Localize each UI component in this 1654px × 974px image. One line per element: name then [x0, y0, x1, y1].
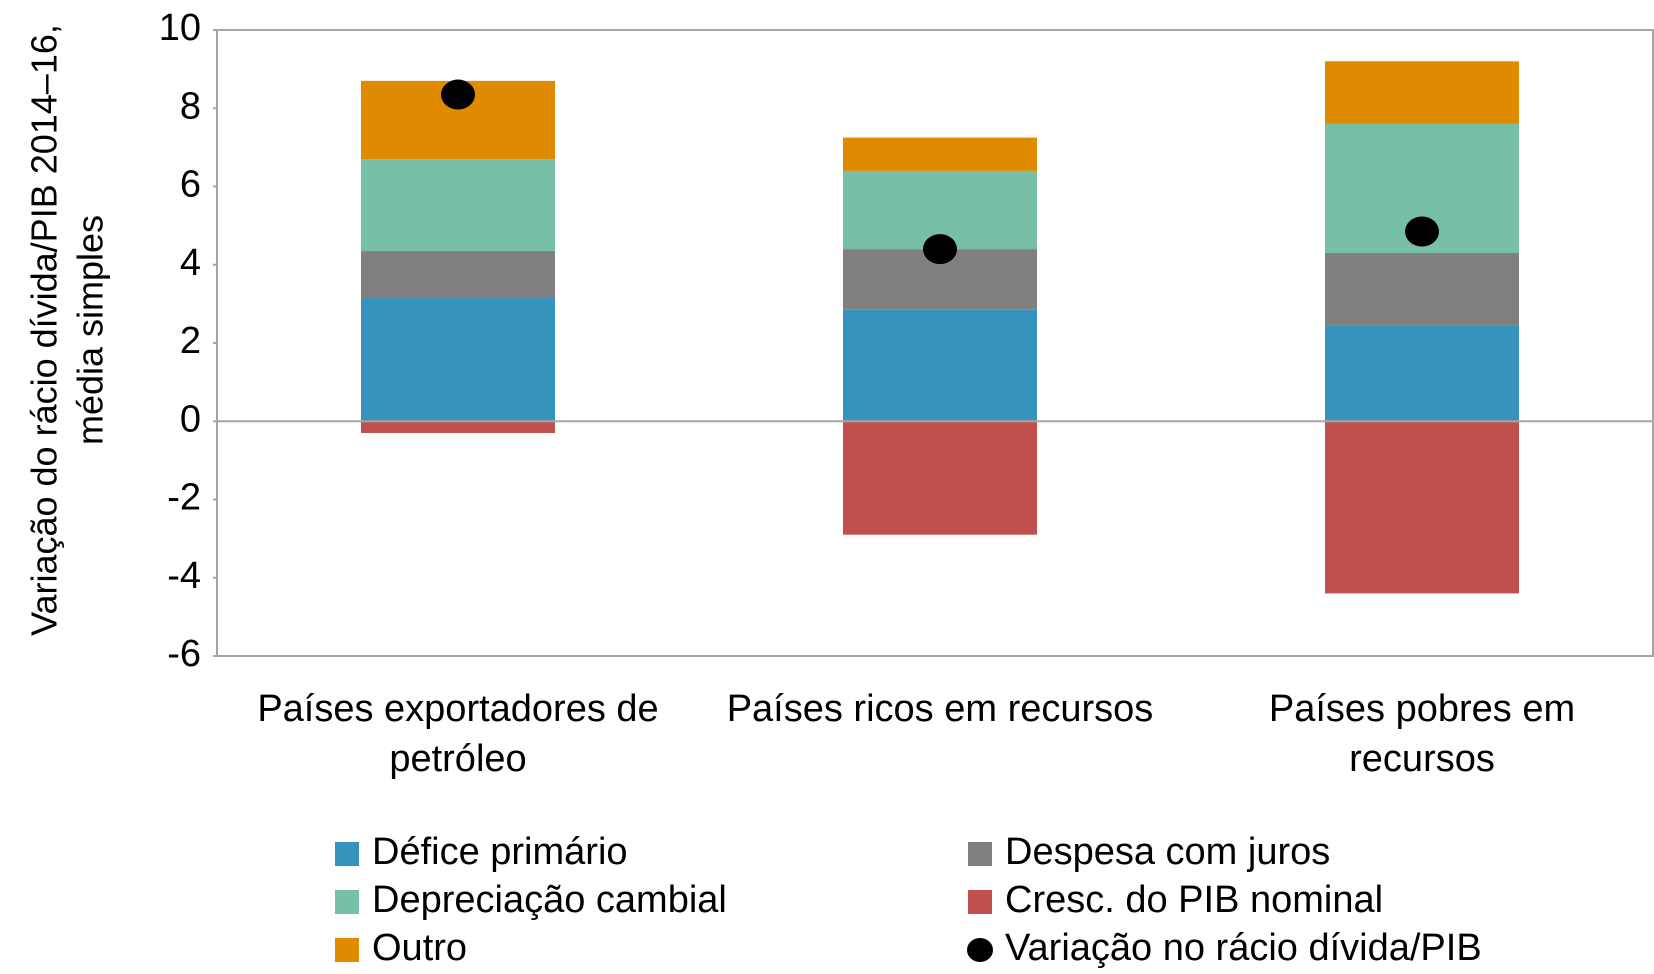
- x-tick-label: Países pobres em recursos: [1268, 688, 1576, 780]
- bar-segment: [1325, 253, 1519, 326]
- bar-segment: [361, 159, 555, 252]
- bar-segment: [1325, 61, 1519, 124]
- legend-swatch: [968, 842, 992, 866]
- bar-segment: [843, 309, 1037, 422]
- bar-segment: [843, 421, 1037, 535]
- bar-segment: [1325, 325, 1519, 422]
- legend-swatch: [967, 938, 993, 962]
- bar-segment: [361, 421, 555, 433]
- legend-label: Depreciação cambial: [372, 879, 727, 921]
- legend-swatch: [335, 938, 359, 962]
- y-tick-label: 6: [180, 164, 201, 206]
- y-tick-label: 10: [159, 7, 201, 49]
- y-tick-label: -4: [167, 555, 201, 597]
- dot: [923, 234, 957, 265]
- y-tick-label: 8: [180, 85, 201, 127]
- y-axis-label-line: Variação do rácio dívida/PIB 2014–16,: [24, 24, 65, 636]
- y-tick-label: -6: [167, 633, 201, 675]
- dot: [441, 79, 475, 110]
- x-tick-label: Países ricos em recursos: [726, 688, 1154, 730]
- bar-segment: [1325, 421, 1519, 594]
- legend-label: Despesa com juros: [1005, 831, 1330, 873]
- y-tick-label: 4: [180, 242, 201, 284]
- y-tick-label: 0: [180, 398, 201, 440]
- legend-label: Variação no rácio dívida/PIB: [1005, 927, 1482, 969]
- legend-swatch: [968, 890, 992, 914]
- legend-swatch: [335, 890, 359, 914]
- legend-swatch: [335, 842, 359, 866]
- y-tick-label: 2: [180, 320, 201, 362]
- dot: [1405, 216, 1439, 247]
- legend-label: Outro: [372, 927, 467, 969]
- y-tick-label: -2: [167, 477, 201, 519]
- bar-segment: [361, 251, 555, 299]
- legend-label: Cresc. do PIB nominal: [1005, 879, 1383, 921]
- bar-segment: [361, 298, 555, 422]
- bar-segment: [843, 137, 1037, 171]
- y-axis-label-line: média simples: [70, 215, 111, 445]
- x-tick-label: Países exportadores de petróleo: [257, 688, 659, 780]
- y-axis-label: Variação do rácio dívida/PIB 2014–16, mé…: [24, 24, 111, 636]
- legend-label: Défice primário: [372, 831, 628, 873]
